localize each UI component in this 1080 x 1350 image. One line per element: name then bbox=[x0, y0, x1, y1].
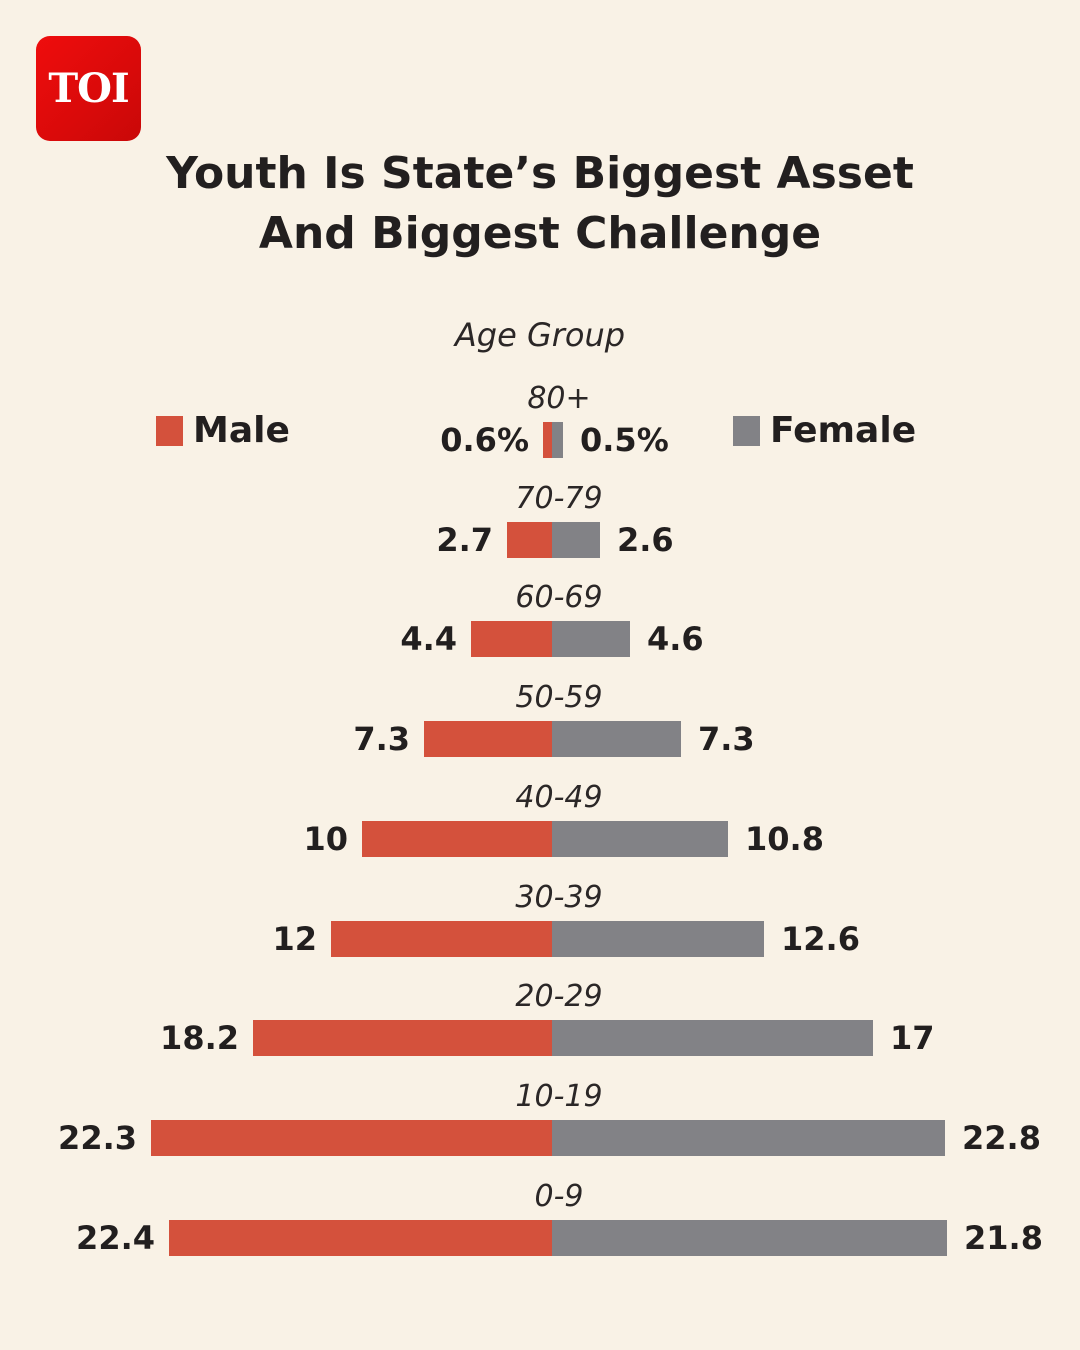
value-label-male: 0.6% bbox=[440, 421, 529, 459]
legend-female-label: Female bbox=[770, 410, 917, 451]
bar-female bbox=[552, 522, 600, 558]
value-label-male: 10 bbox=[303, 820, 348, 858]
toi-logo: TOI bbox=[36, 36, 141, 141]
bar-female bbox=[552, 1120, 945, 1156]
bar-male bbox=[362, 821, 552, 857]
value-label-female: 12.6 bbox=[781, 920, 860, 958]
value-label-female: 7.3 bbox=[698, 720, 755, 758]
bar-male bbox=[253, 1020, 552, 1056]
age-label: 70-79 bbox=[515, 481, 603, 516]
value-label-male: 22.3 bbox=[58, 1119, 137, 1157]
logo-text: TOI bbox=[48, 65, 129, 112]
age-label: 40-49 bbox=[515, 780, 603, 815]
value-label-male: 4.4 bbox=[400, 620, 457, 658]
bar-male bbox=[471, 621, 552, 657]
bar-female bbox=[552, 721, 681, 757]
age-label: 80+ bbox=[527, 381, 591, 416]
age-label: 0-9 bbox=[534, 1179, 584, 1214]
value-label-female: 21.8 bbox=[964, 1219, 1043, 1257]
age-label: 20-29 bbox=[515, 979, 603, 1014]
axis-title: Age Group bbox=[454, 316, 626, 354]
bar-male bbox=[169, 1220, 552, 1256]
bar-male bbox=[331, 921, 552, 957]
bar-male bbox=[507, 522, 552, 558]
bar-female bbox=[552, 1020, 873, 1056]
bar-male bbox=[543, 422, 552, 458]
bar-female bbox=[552, 422, 563, 458]
value-label-female: 22.8 bbox=[962, 1119, 1041, 1157]
title-line-1: Youth Is State’s Biggest Asset bbox=[166, 148, 914, 199]
value-label-female: 4.6 bbox=[647, 620, 704, 658]
value-label-male: 18.2 bbox=[160, 1019, 239, 1057]
legend-male-swatch bbox=[156, 415, 183, 446]
value-label-female: 17 bbox=[890, 1019, 935, 1057]
chart-title: Youth Is State’s Biggest Asset And Bigge… bbox=[0, 144, 1080, 264]
value-label-female: 2.6 bbox=[617, 521, 674, 559]
bar-female bbox=[552, 621, 630, 657]
age-label: 30-39 bbox=[515, 880, 603, 915]
legend-female: Female bbox=[733, 410, 916, 451]
bar-male bbox=[424, 721, 552, 757]
bar-female bbox=[552, 921, 764, 957]
legend-male-label: Male bbox=[193, 410, 290, 451]
bar-female bbox=[552, 821, 728, 857]
legend-male: Male bbox=[156, 410, 290, 451]
title-line-2: And Biggest Challenge bbox=[258, 208, 822, 259]
age-label: 50-59 bbox=[515, 680, 603, 715]
bar-male bbox=[151, 1120, 552, 1156]
value-label-male: 2.7 bbox=[436, 521, 493, 559]
value-label-male: 12 bbox=[272, 920, 317, 958]
age-label: 60-69 bbox=[515, 580, 603, 615]
value-label-female: 0.5% bbox=[580, 421, 669, 459]
bar-female bbox=[552, 1220, 947, 1256]
legend-female-swatch bbox=[733, 415, 760, 446]
value-label-male: 22.4 bbox=[76, 1219, 155, 1257]
value-label-male: 7.3 bbox=[353, 720, 410, 758]
value-label-female: 10.8 bbox=[745, 820, 824, 858]
age-label: 10-19 bbox=[515, 1079, 603, 1114]
